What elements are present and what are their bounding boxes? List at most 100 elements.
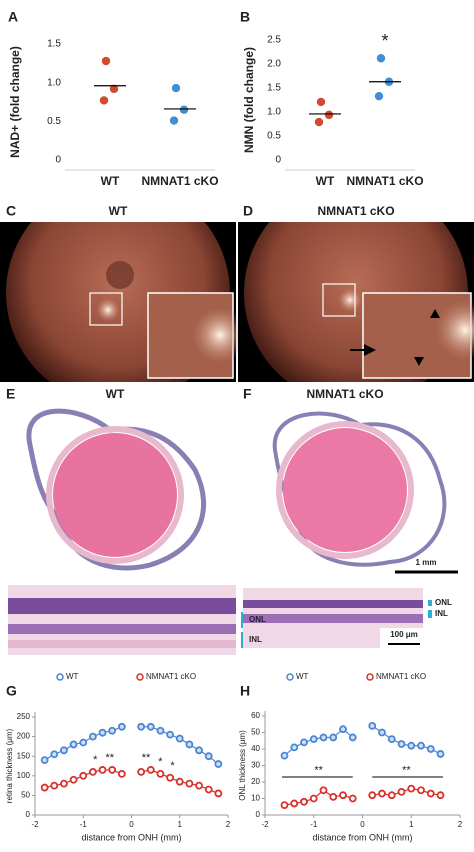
x-tick-label: -2 [31,820,39,829]
data-point [376,54,386,63]
legend-marker [286,673,294,681]
image-title: WT [106,387,125,401]
data-point [368,722,377,730]
annotation: * [381,31,388,51]
y-axis-label: NMN (fold change) [242,47,256,153]
data-point [69,775,78,784]
histology-image [8,408,245,655]
data-point [166,773,175,782]
data-point [195,746,203,755]
data-point [169,116,179,125]
data-point [137,767,146,776]
y-tick-label: 1.0 [267,107,281,118]
data-point [195,781,203,790]
x-axis-label: distance from ONH (mm) [312,832,412,842]
data-point [397,788,406,796]
data-point [378,789,386,798]
data-point [214,789,223,798]
annotation: ** [106,752,115,764]
data-point [426,789,435,798]
histology-image [243,411,460,650]
y-tick-label: 0.5 [47,116,61,127]
panel-label: D [243,203,253,219]
data-point [108,766,117,774]
data-point [175,734,184,743]
x-tick-label: -1 [310,820,318,829]
data-point [329,733,338,742]
data-point [309,735,318,743]
y-tick-label: 50 [21,791,30,800]
data-point [185,779,194,788]
x-tick-label: 1 [409,820,414,829]
x-axis-label: distance from ONH (mm) [81,832,181,842]
data-point [324,110,334,120]
data-point [50,750,59,759]
data-point [146,722,155,731]
panel-label: H [240,683,250,699]
y-tick-label: 0 [256,810,261,819]
y-tick-label: 150 [17,751,31,760]
x-tick-label: 2 [458,820,463,829]
panel-label: G [6,683,17,699]
data-point [166,730,175,739]
data-point [79,771,88,780]
x-tick-label: NMNAT1 cKO [346,174,423,188]
data-point [300,797,308,806]
x-tick-label: 0 [360,820,365,829]
data-point [397,740,406,748]
data-point [280,751,289,760]
y-tick-label: 2.0 [267,59,281,70]
y-tick-label: 2.5 [267,35,281,46]
data-point [290,743,299,752]
legend-marker [136,673,144,681]
data-point [79,738,88,747]
data-point [204,785,213,794]
data-point [300,738,308,747]
legend-label: WT [296,672,309,681]
data-point [108,726,117,735]
y-tick-label: 250 [17,712,31,721]
data-point [101,56,111,66]
data-point [40,783,49,792]
data-point [426,745,435,753]
y-tick-label: 1.5 [47,39,61,50]
scale-bar-label: 1 mm [416,558,437,567]
data-point [117,769,126,778]
layer-label: ONL [249,615,266,624]
y-axis-label: retina thickness (μm) [5,728,14,803]
data-point [214,760,223,768]
fundus-image [238,222,474,382]
y-tick-label: 30 [251,761,260,770]
data-point [348,794,357,803]
data-point [185,740,194,749]
panel-label: E [6,386,15,402]
data-point [378,728,386,737]
legend-label: WT [66,672,79,681]
data-point [309,794,318,803]
data-point [417,786,425,795]
data-point [407,741,416,750]
scale-bar-label: 100 μm [390,630,418,639]
legend-label: NMNAT1 cKO [376,672,426,681]
panel-label: F [243,386,252,402]
y-tick-label: 0 [26,810,31,819]
data-point [407,784,416,793]
y-tick-label: 0 [55,155,61,166]
data-point [117,722,126,731]
fundus-image [0,222,248,382]
data-point [156,769,165,778]
data-point [316,97,326,107]
data-point [171,83,181,93]
y-tick-label: 100 [17,771,31,780]
series-line [284,787,441,806]
data-point [89,732,97,741]
legend-marker [366,673,374,681]
x-tick-label: -1 [80,820,88,829]
image-title: WT [109,204,128,218]
data-point [69,740,78,749]
data-point [98,728,107,737]
y-tick-label: 20 [251,777,260,786]
data-point [387,791,396,800]
data-point [50,781,59,790]
